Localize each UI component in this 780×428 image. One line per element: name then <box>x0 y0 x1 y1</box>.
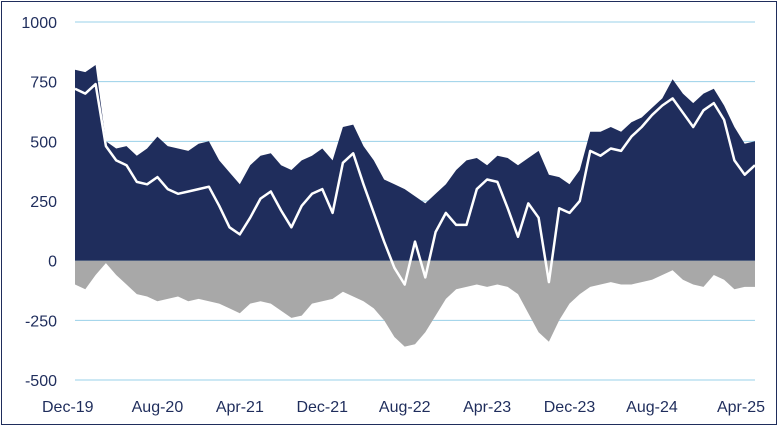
lower-area <box>75 260 755 347</box>
x-tick-label: Aug-22 <box>379 399 431 416</box>
upper-area <box>75 65 755 261</box>
y-tick-label: -500 <box>25 373 57 390</box>
y-tick-label: -250 <box>25 313 57 330</box>
y-axis-ticks: 1000 750 500 250 0 -250 -500 <box>21 15 57 390</box>
y-tick-label: 1000 <box>21 15 57 32</box>
x-tick-label: Apr-23 <box>463 399 511 416</box>
x-tick-label: Dec-21 <box>296 399 348 416</box>
y-tick-label: 500 <box>30 134 57 151</box>
central-line <box>74 82 756 286</box>
x-axis-ticks: Dec-19 Aug-20 Apr-21 Dec-21 Aug-22 Apr-23 Dec-… <box>42 399 765 416</box>
x-tick-label: Apr-25 <box>717 399 765 416</box>
y-tick-label: 750 <box>30 75 57 92</box>
x-tick-label: Dec-19 <box>42 399 94 416</box>
x-tick-label: Aug-24 <box>626 399 678 416</box>
y-tick-label: 250 <box>30 194 57 211</box>
x-tick-label: Apr-21 <box>216 399 264 416</box>
y-tick-label: 0 <box>48 254 57 271</box>
x-tick-label: Dec-23 <box>544 399 596 416</box>
area-layer <box>74 65 756 347</box>
x-tick-label: Aug-20 <box>132 399 184 416</box>
